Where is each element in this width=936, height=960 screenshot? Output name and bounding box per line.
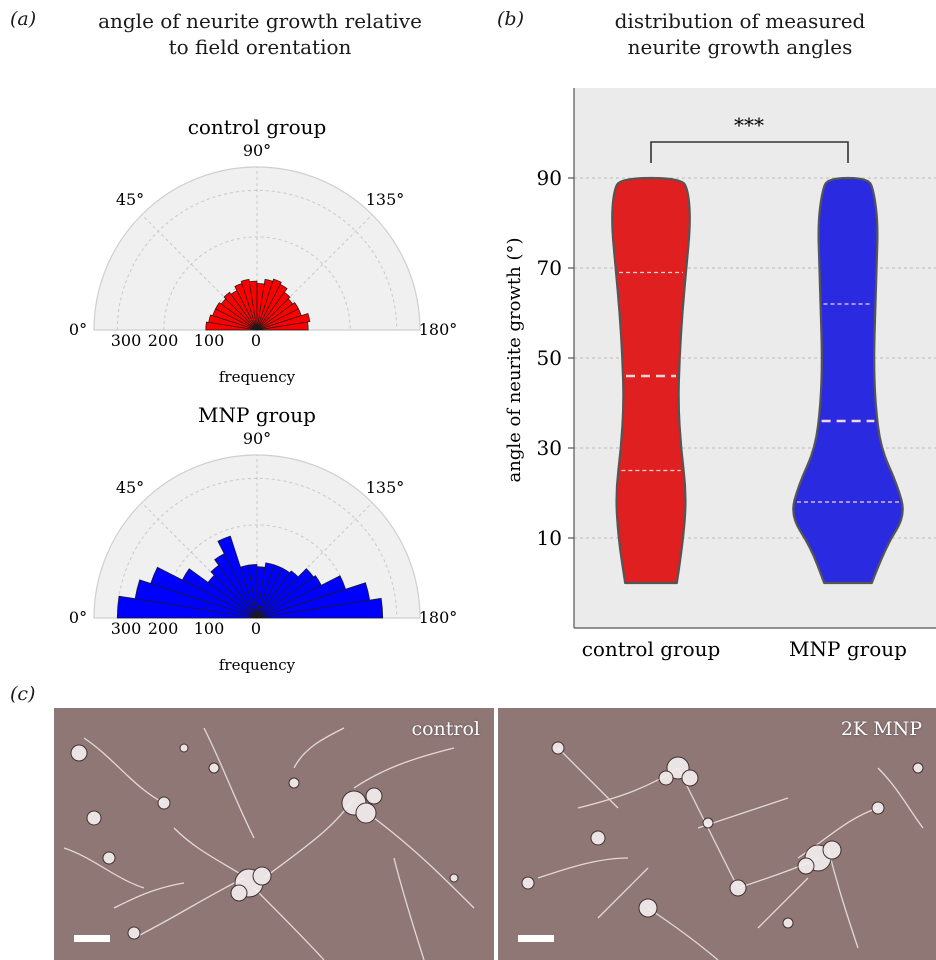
polar-mnp-xlabel: frequency [219, 656, 296, 674]
polar-bar [256, 313, 311, 331]
polar-ring [116, 477, 398, 619]
panel-b-label: (b) [497, 8, 524, 30]
polar-bar [256, 597, 384, 619]
polar-control-xlabel: frequency [219, 368, 296, 386]
polar-bar [223, 291, 258, 331]
polar-bar [215, 302, 258, 331]
polar-mnp-bars [116, 535, 384, 619]
violin-shapes [611, 176, 904, 585]
polar-control-0-label: 0° [69, 320, 87, 339]
violin-body [611, 176, 691, 585]
micrograph-mnp-scalebar [518, 935, 554, 942]
panel-a-title-line1: angle of neurite growth relative [98, 9, 422, 33]
micrograph-control-tag: control [411, 718, 480, 740]
polar-control-135-label: 135° [366, 190, 405, 209]
violin-body [792, 176, 904, 585]
polar-bar [240, 279, 258, 331]
polar-bar [248, 564, 258, 619]
polar-mnp-tick-0: 0 [251, 619, 261, 638]
polar-mnp-tick-300: 300 [111, 619, 142, 638]
panel-a-label: (a) [10, 8, 37, 30]
polar-chart-control: control group 90° 45° 135° 0° 180° 300 2… [69, 115, 458, 386]
polar-bar [150, 566, 258, 619]
polar-bar [256, 291, 291, 331]
violin-ytick-label: 90 [537, 166, 562, 190]
micrograph-control: control [54, 708, 494, 960]
polar-control-tick-0: 0 [251, 331, 261, 350]
violin-ytick-label: 50 [537, 346, 562, 370]
polar-control-grid [93, 166, 421, 331]
polar-mnp-180-label: 180° [419, 608, 458, 627]
polar-bar [248, 280, 258, 331]
polar-bar [256, 283, 288, 331]
micrograph-mnp: 2K MNP [498, 708, 936, 960]
panel-c-label: (c) [10, 683, 36, 705]
polar-control-bars [205, 278, 311, 331]
polar-mnp-90-label: 90° [243, 429, 271, 448]
polar-control-180-label: 180° [419, 320, 458, 339]
micrograph-mnp-cells [521, 741, 924, 960]
polar-control-title: control group [188, 115, 327, 139]
polar-ring [163, 236, 351, 331]
micrograph-control-cells [63, 727, 475, 960]
significance-bracket [650, 141, 849, 163]
polar-bar [256, 278, 282, 331]
panel-a-title: angle of neurite growth relative to fiel… [95, 8, 425, 60]
panel-b-title-line1: distribution of measured [614, 9, 866, 33]
polar-mnp-135-label: 135° [366, 478, 405, 497]
polar-mnp-tick-100: 100 [194, 619, 225, 638]
polar-mnp-45-label: 45° [116, 478, 144, 497]
polar-control-tick-300: 300 [111, 331, 142, 350]
violin-ylabel: angle of neurite growth (°) [504, 238, 525, 483]
polar-bar [217, 535, 258, 619]
violin-ytick-label: 30 [537, 436, 562, 460]
micrograph-control-scalebar [74, 935, 110, 942]
polar-control-45-label: 45° [116, 190, 144, 209]
significance-label: *** [734, 113, 764, 137]
violin-yticks: 10 30 50 70 90 [537, 166, 574, 550]
polar-bar [181, 568, 258, 619]
polar-chart-mnp: MNP group 90° 45° 135° 0° 180° 300 200 1… [69, 403, 458, 674]
violin-xtick-control: control group [582, 637, 721, 661]
violin-chart: 10 30 50 70 90 *** angle of neurite growth (… [504, 88, 936, 661]
polar-mnp-0-label: 0° [69, 608, 87, 627]
micrograph-mnp-tag: 2K MNP [840, 718, 922, 740]
panel-b-title: distribution of measured neurite growth … [590, 8, 890, 60]
polar-mnp-title: MNP group [198, 403, 316, 427]
panel-b-title-line2: neurite growth angles [627, 35, 853, 59]
polar-mnp-tick-200: 200 [148, 619, 179, 638]
polar-bar [256, 321, 309, 331]
violin-ytick-label: 10 [537, 526, 562, 550]
panel-a-title-line2: to field orentation [168, 35, 352, 59]
polar-background [93, 166, 421, 331]
polar-control-90-label: 90° [243, 141, 271, 160]
polar-control-tick-100: 100 [194, 331, 225, 350]
violin-xtick-mnp: MNP group [789, 637, 907, 661]
polar-ring [116, 189, 398, 331]
violin-ytick-label: 70 [537, 256, 562, 280]
polar-control-tick-200: 200 [148, 331, 179, 350]
